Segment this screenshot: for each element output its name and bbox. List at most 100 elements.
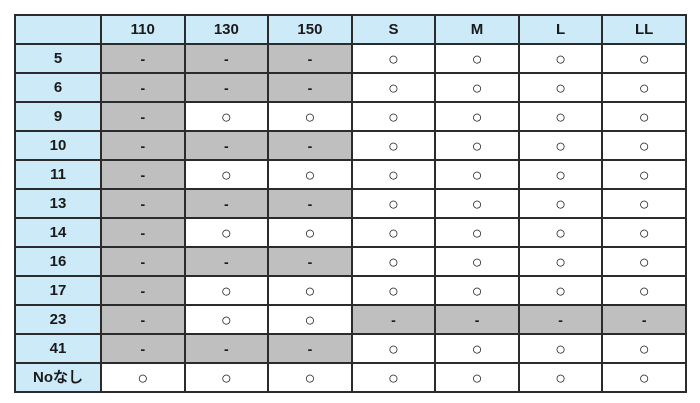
cell-available: ○ — [601, 130, 687, 161]
cell-available: ○ — [601, 101, 687, 132]
cell-available: ○ — [183, 217, 270, 248]
cell-available: ○ — [350, 217, 437, 248]
table-row: 6- - - ○ ○ ○ ○ — [14, 72, 687, 103]
column-header-m: M — [434, 14, 520, 45]
column-header-150: 150 — [267, 14, 353, 45]
cell-available: ○ — [350, 130, 437, 161]
cell-unavailable: - — [100, 159, 186, 190]
table-row: 11- ○ ○ ○ ○ ○ ○ — [14, 159, 687, 190]
cell-available: ○ — [183, 304, 270, 335]
cell-available: ○ — [601, 362, 687, 393]
column-header-l: L — [517, 14, 604, 45]
cell-unavailable: - — [100, 43, 186, 74]
cell-available: ○ — [517, 362, 604, 393]
cell-unavailable: - — [100, 72, 186, 103]
cell-available: ○ — [350, 275, 437, 306]
cell-unavailable: - — [100, 217, 186, 248]
row-label: 17 — [14, 275, 102, 306]
cell-available: ○ — [350, 333, 437, 364]
cell-available: ○ — [517, 217, 604, 248]
cell-unavailable: - — [183, 72, 270, 103]
cell-available: ○ — [350, 246, 437, 277]
cell-available: ○ — [601, 333, 687, 364]
cell-available: ○ — [434, 130, 520, 161]
cell-available: ○ — [434, 275, 520, 306]
column-header-130: 130 — [183, 14, 270, 45]
row-label: 14 — [14, 217, 102, 248]
table-row: 41- - - ○ ○ ○ ○ — [14, 333, 687, 364]
cell-unavailable: - — [100, 130, 186, 161]
row-label: 9 — [14, 101, 102, 132]
cell-available: ○ — [517, 43, 604, 74]
row-label: 13 — [14, 188, 102, 219]
header-row: 110 130 150 S M L LL — [14, 14, 687, 45]
availability-table: 110 130 150 S M L LL 5- - - ○ ○ ○ ○ 6- - - ○ ○ ○ ○ 9- ○… — [14, 14, 687, 393]
cell-available: ○ — [434, 188, 520, 219]
cell-unavailable: - — [100, 304, 186, 335]
cell-available: ○ — [350, 362, 437, 393]
cell-available: ○ — [100, 362, 186, 393]
cell-available: ○ — [350, 101, 437, 132]
cell-available: ○ — [267, 159, 353, 190]
cell-available: ○ — [183, 362, 270, 393]
cell-unavailable: - — [267, 333, 353, 364]
corner-cell — [14, 14, 102, 45]
cell-available: ○ — [517, 130, 604, 161]
cell-available: ○ — [517, 72, 604, 103]
cell-unavailable: - — [100, 333, 186, 364]
cell-unavailable: - — [183, 188, 270, 219]
row-label: 23 — [14, 304, 102, 335]
row-label: 6 — [14, 72, 102, 103]
row-label: 11 — [14, 159, 102, 190]
table-row: 17- ○ ○ ○ ○ ○ ○ — [14, 275, 687, 306]
cell-unavailable: - — [100, 188, 186, 219]
cell-unavailable: - — [183, 43, 270, 74]
row-label: 5 — [14, 43, 102, 74]
cell-unavailable: - — [267, 72, 353, 103]
cell-available: ○ — [350, 43, 437, 74]
table-row: 14- ○ ○ ○ ○ ○ ○ — [14, 217, 687, 248]
cell-available: ○ — [434, 159, 520, 190]
cell-available: ○ — [434, 217, 520, 248]
cell-unavailable: - — [100, 275, 186, 306]
cell-available: ○ — [267, 362, 353, 393]
cell-available: ○ — [350, 159, 437, 190]
cell-unavailable: - — [350, 304, 437, 335]
cell-available: ○ — [517, 333, 604, 364]
cell-available: ○ — [601, 72, 687, 103]
cell-available: ○ — [183, 101, 270, 132]
column-header-s: S — [350, 14, 437, 45]
cell-available: ○ — [434, 43, 520, 74]
cell-available: ○ — [517, 246, 604, 277]
cell-available: ○ — [267, 101, 353, 132]
column-header-110: 110 — [100, 14, 186, 45]
cell-available: ○ — [601, 188, 687, 219]
cell-available: ○ — [267, 304, 353, 335]
cell-unavailable: - — [100, 246, 186, 277]
cell-unavailable: - — [517, 304, 604, 335]
cell-available: ○ — [267, 217, 353, 248]
cell-available: ○ — [517, 275, 604, 306]
cell-available: ○ — [601, 159, 687, 190]
cell-unavailable: - — [267, 246, 353, 277]
cell-unavailable: - — [183, 246, 270, 277]
row-label: 41 — [14, 333, 102, 364]
cell-unavailable: - — [100, 101, 186, 132]
row-label: Noなし — [14, 362, 102, 393]
cell-unavailable: - — [183, 130, 270, 161]
cell-available: ○ — [434, 72, 520, 103]
table-row: 23- ○ ○ - - - - — [14, 304, 687, 335]
cell-unavailable: - — [267, 130, 353, 161]
cell-unavailable: - — [267, 43, 353, 74]
cell-available: ○ — [434, 333, 520, 364]
cell-available: ○ — [601, 217, 687, 248]
row-label: 16 — [14, 246, 102, 277]
table-row: 16- - - ○ ○ ○ ○ — [14, 246, 687, 277]
table-row: 13- - - ○ ○ ○ ○ — [14, 188, 687, 219]
cell-available: ○ — [601, 246, 687, 277]
cell-unavailable: - — [267, 188, 353, 219]
cell-available: ○ — [183, 159, 270, 190]
cell-available: ○ — [517, 188, 604, 219]
cell-unavailable: - — [434, 304, 520, 335]
